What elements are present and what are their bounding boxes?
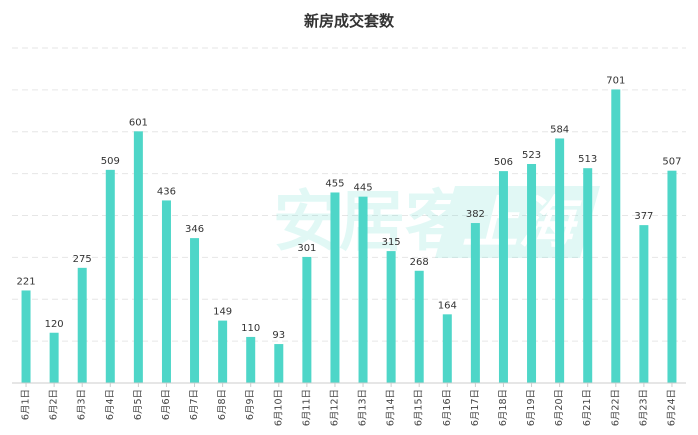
x-tick-label: 6月15日 [414, 389, 425, 426]
data-label: 315 [382, 237, 401, 248]
bar [498, 171, 508, 383]
data-label: 377 [634, 211, 653, 222]
x-tick-label: 6月19日 [526, 389, 537, 426]
data-label: 164 [438, 300, 457, 311]
data-label: 507 [662, 157, 681, 168]
bar [583, 168, 593, 383]
bar [218, 320, 228, 383]
data-label: 301 [297, 243, 316, 254]
x-tick-label: 6月5日 [133, 389, 144, 420]
data-label: 513 [578, 154, 597, 165]
x-tick-label: 6月2日 [49, 389, 60, 420]
x-tick-label: 6月8日 [217, 389, 228, 420]
data-label: 455 [325, 178, 344, 189]
x-tick-label: 6月11日 [301, 389, 312, 426]
x-tick-label: 6月21日 [582, 389, 593, 426]
bar [302, 256, 312, 383]
data-label: 523 [522, 150, 541, 161]
bar [161, 200, 171, 383]
bar [611, 89, 621, 384]
bar [21, 290, 31, 383]
x-tick-label: 6月4日 [105, 389, 116, 420]
data-label: 584 [550, 124, 569, 135]
x-tick-label: 6月20日 [554, 389, 565, 426]
data-label: 436 [157, 186, 176, 197]
data-label: 93 [272, 330, 285, 341]
data-label: 149 [213, 307, 232, 318]
x-tick-label: 6月6日 [161, 389, 172, 420]
bar [527, 163, 537, 383]
bar [667, 170, 677, 383]
bar [77, 267, 87, 383]
data-label: 701 [606, 75, 625, 86]
x-tick-label: 6月10日 [273, 389, 284, 426]
x-tick-label: 6月12日 [329, 389, 340, 426]
bar [639, 225, 649, 383]
x-axis: 6月1日 6月2日 6月3日 6月4日 6月5日 6月6日 6月7日 6月8日 6月9日 6月10… [12, 382, 686, 426]
data-label: 221 [16, 276, 35, 287]
x-tick-label: 6月23日 [638, 389, 649, 426]
bar [49, 332, 59, 383]
bar [442, 314, 452, 383]
x-tick-label: 6月17日 [470, 389, 481, 426]
x-tick-label: 6月24日 [666, 389, 677, 426]
bar [246, 336, 256, 383]
bar [133, 131, 143, 383]
bar [190, 238, 200, 383]
chart-title: 新房成交套数 [303, 12, 394, 30]
grid-lines [12, 47, 686, 342]
x-tick-label: 6月1日 [21, 389, 32, 420]
bar [414, 270, 424, 383]
svg-text:安居客: 安居客 [273, 183, 471, 260]
bar [330, 192, 340, 383]
x-tick-label: 6月7日 [189, 389, 200, 420]
x-tick-label: 6月18日 [498, 389, 509, 426]
bar [358, 196, 368, 383]
x-tick-label: 6月14日 [386, 389, 397, 426]
data-label: 120 [45, 319, 64, 330]
bars [21, 89, 677, 384]
data-label: 110 [241, 323, 260, 334]
x-tick-label: 6月3日 [77, 389, 88, 420]
data-label: 346 [185, 224, 204, 235]
bar [555, 138, 565, 383]
x-tick-label: 6月22日 [610, 389, 621, 426]
watermark: 安居客 上海 [273, 183, 600, 260]
bar [386, 251, 396, 383]
bar [274, 344, 284, 383]
x-tick-label: 6月9日 [245, 389, 256, 420]
data-label: 445 [353, 183, 372, 194]
data-labels: 221 120 275 509 601 436 346 149 110 93 301 455 445 31… [16, 75, 681, 341]
bar [470, 223, 480, 383]
bar [105, 169, 115, 383]
data-label: 506 [494, 157, 513, 168]
data-label: 382 [466, 209, 485, 220]
data-label: 509 [101, 156, 120, 167]
data-label: 275 [73, 254, 92, 265]
data-label: 601 [129, 117, 148, 128]
x-tick-label: 6月16日 [442, 389, 453, 426]
data-label: 268 [410, 257, 429, 268]
x-tick-label: 6月13日 [358, 389, 369, 426]
